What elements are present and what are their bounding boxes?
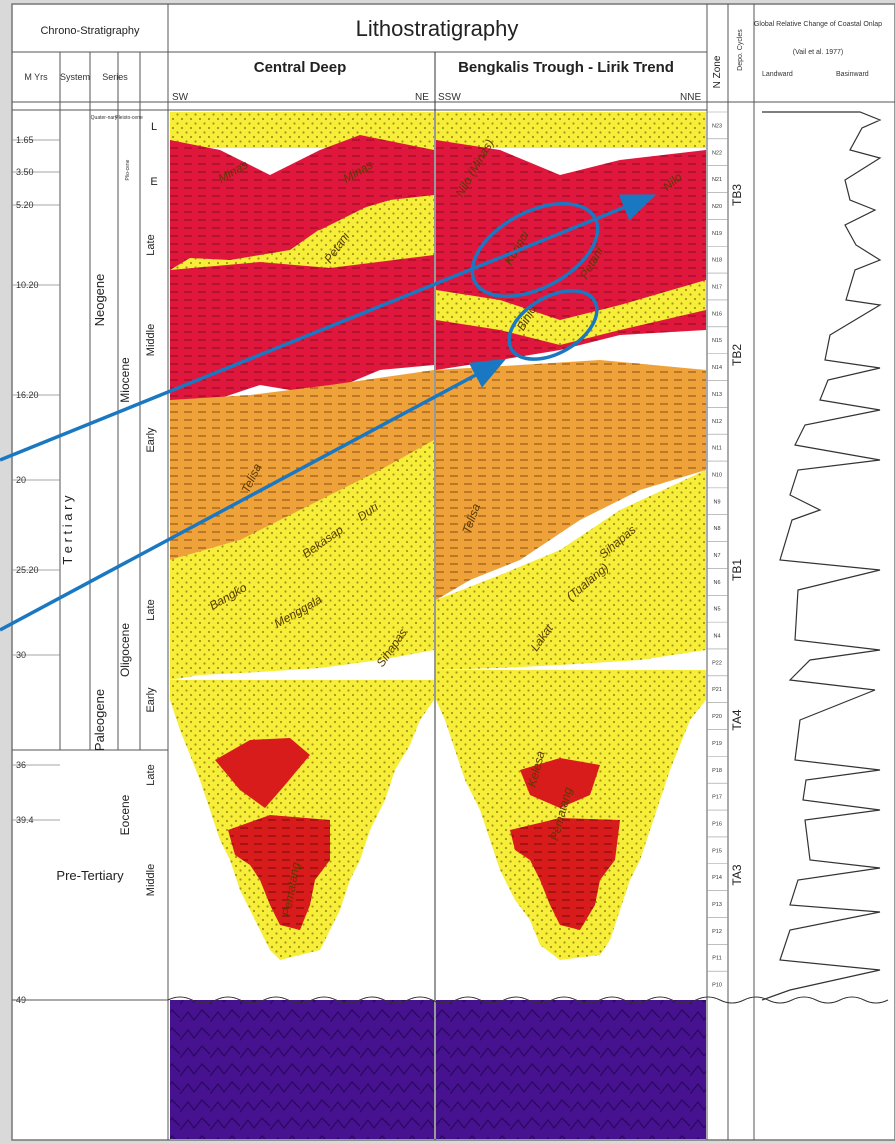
dir-nne: NNE [680, 92, 701, 103]
cycles-title: Depo. Cycles [737, 29, 744, 71]
quaternary-label: Quater-nary [91, 115, 118, 121]
age-tick-label: 16.20 [16, 390, 39, 400]
subseries-label: Early [145, 427, 157, 453]
litho-title: Lithostratigraphy [356, 16, 519, 41]
nzone-label: P12 [712, 929, 722, 935]
nzone-label: N12 [712, 419, 722, 425]
sealevel-sub: (Vail et al. 1977) [793, 49, 843, 56]
system-neogene: Neogene [92, 274, 107, 327]
subseries-label: E [150, 176, 157, 188]
dir-ssw: SSW [438, 92, 461, 103]
chrono-title: Chrono-Stratigraphy [40, 25, 140, 37]
age-tick-label: 5.20 [16, 200, 34, 210]
nzone-label: P10 [712, 983, 722, 989]
age-tick-label: 1.65 [16, 135, 34, 145]
cycle-label: TB1 [730, 559, 744, 581]
nzone-label: P14 [712, 875, 722, 881]
nzone-label: N19 [712, 231, 722, 237]
pre-tertiary-label: Pre-Tertiary [56, 868, 124, 883]
age-tick-label: 39.4 [16, 815, 34, 825]
pre-tertiary-basement-bengkalis [436, 1000, 706, 1139]
nzone-label: P20 [712, 714, 722, 720]
subseries-label: Early [145, 687, 157, 713]
cycle-label: TA3 [730, 864, 744, 885]
nzone-label: N13 [712, 392, 722, 398]
system-tertiary: T e r t i a r y [60, 495, 75, 565]
nzone-label: P19 [712, 741, 722, 747]
nzone-label: N23 [712, 123, 722, 129]
system-paleogene: Paleogene [92, 689, 107, 751]
col-myrs: M Yrs [24, 72, 48, 82]
col-series: Series [102, 72, 128, 82]
nzone-label: P22 [712, 660, 722, 666]
bengkalis-title: Bengkalis Trough - Lirik Trend [458, 59, 674, 76]
nzone-label: N11 [712, 446, 722, 452]
nzone-label: N22 [712, 150, 722, 156]
dir-ne: NE [415, 92, 429, 103]
nzone-label: N6 [713, 580, 720, 586]
cycle-label: TB3 [730, 184, 744, 206]
basinward-label: Basinward [836, 71, 869, 78]
nzone-label: N15 [712, 338, 722, 344]
nzone-label: P15 [712, 848, 722, 854]
nzone-label: P11 [712, 956, 721, 962]
age-tick-label: 20 [16, 475, 26, 485]
cycle-label: TB2 [730, 344, 744, 366]
subseries-label: Late [145, 599, 157, 620]
nzone-label: N10 [712, 472, 722, 478]
subseries-label: Middle [145, 864, 157, 896]
quaternary-band-bengkalis [436, 112, 706, 148]
age-tick-label: 36 [16, 760, 26, 770]
nzone-label: P17 [712, 795, 722, 801]
central-deep-title: Central Deep [254, 59, 347, 76]
nzone-label: N16 [712, 311, 722, 317]
plio-label: Plio-cene [125, 159, 131, 180]
age-tick-label: 3.50 [16, 167, 34, 177]
pleistocene-label: Pleisto-cene [115, 115, 143, 121]
nzone-label: N9 [713, 499, 720, 505]
subseries-label: Late [145, 764, 157, 785]
series-miocene: Miocene [118, 357, 132, 403]
nzone-label: P21 [712, 687, 722, 693]
landward-label: Landward [762, 71, 793, 78]
col-system: System [60, 72, 90, 82]
subseries-label: Late [145, 234, 157, 255]
nzone-title: N Zone [712, 55, 723, 88]
subseries-label: L [151, 121, 157, 133]
dir-sw: SW [172, 92, 189, 103]
nzone-label: P18 [712, 768, 722, 774]
nzone-label: N14 [712, 365, 722, 371]
nzone-label: P16 [712, 821, 722, 827]
subseries-label: Middle [145, 324, 157, 356]
sealevel-title: Global Relative Change of Coastal Onlap [754, 21, 882, 28]
cycle-label: TA4 [730, 709, 744, 730]
nzone-label: N18 [712, 258, 722, 264]
age-tick-label: 10.20 [16, 280, 39, 290]
nzone-label: P13 [712, 902, 722, 908]
age-tick-label: 30 [16, 650, 26, 660]
nzone-label: N7 [713, 553, 720, 559]
pre-tertiary-basement-central [170, 1000, 434, 1139]
series-oligocene: Oligocene [118, 623, 132, 677]
nzone-label: N5 [713, 607, 720, 613]
nzone-label: N21 [712, 177, 722, 183]
nzone-label: N20 [712, 204, 722, 210]
nzone-label: N4 [713, 634, 720, 640]
nzone-label: N8 [713, 526, 720, 532]
series-eocene: Eocene [118, 794, 132, 835]
age-tick-label: 25.20 [16, 565, 39, 575]
nzone-label: N17 [712, 285, 722, 291]
